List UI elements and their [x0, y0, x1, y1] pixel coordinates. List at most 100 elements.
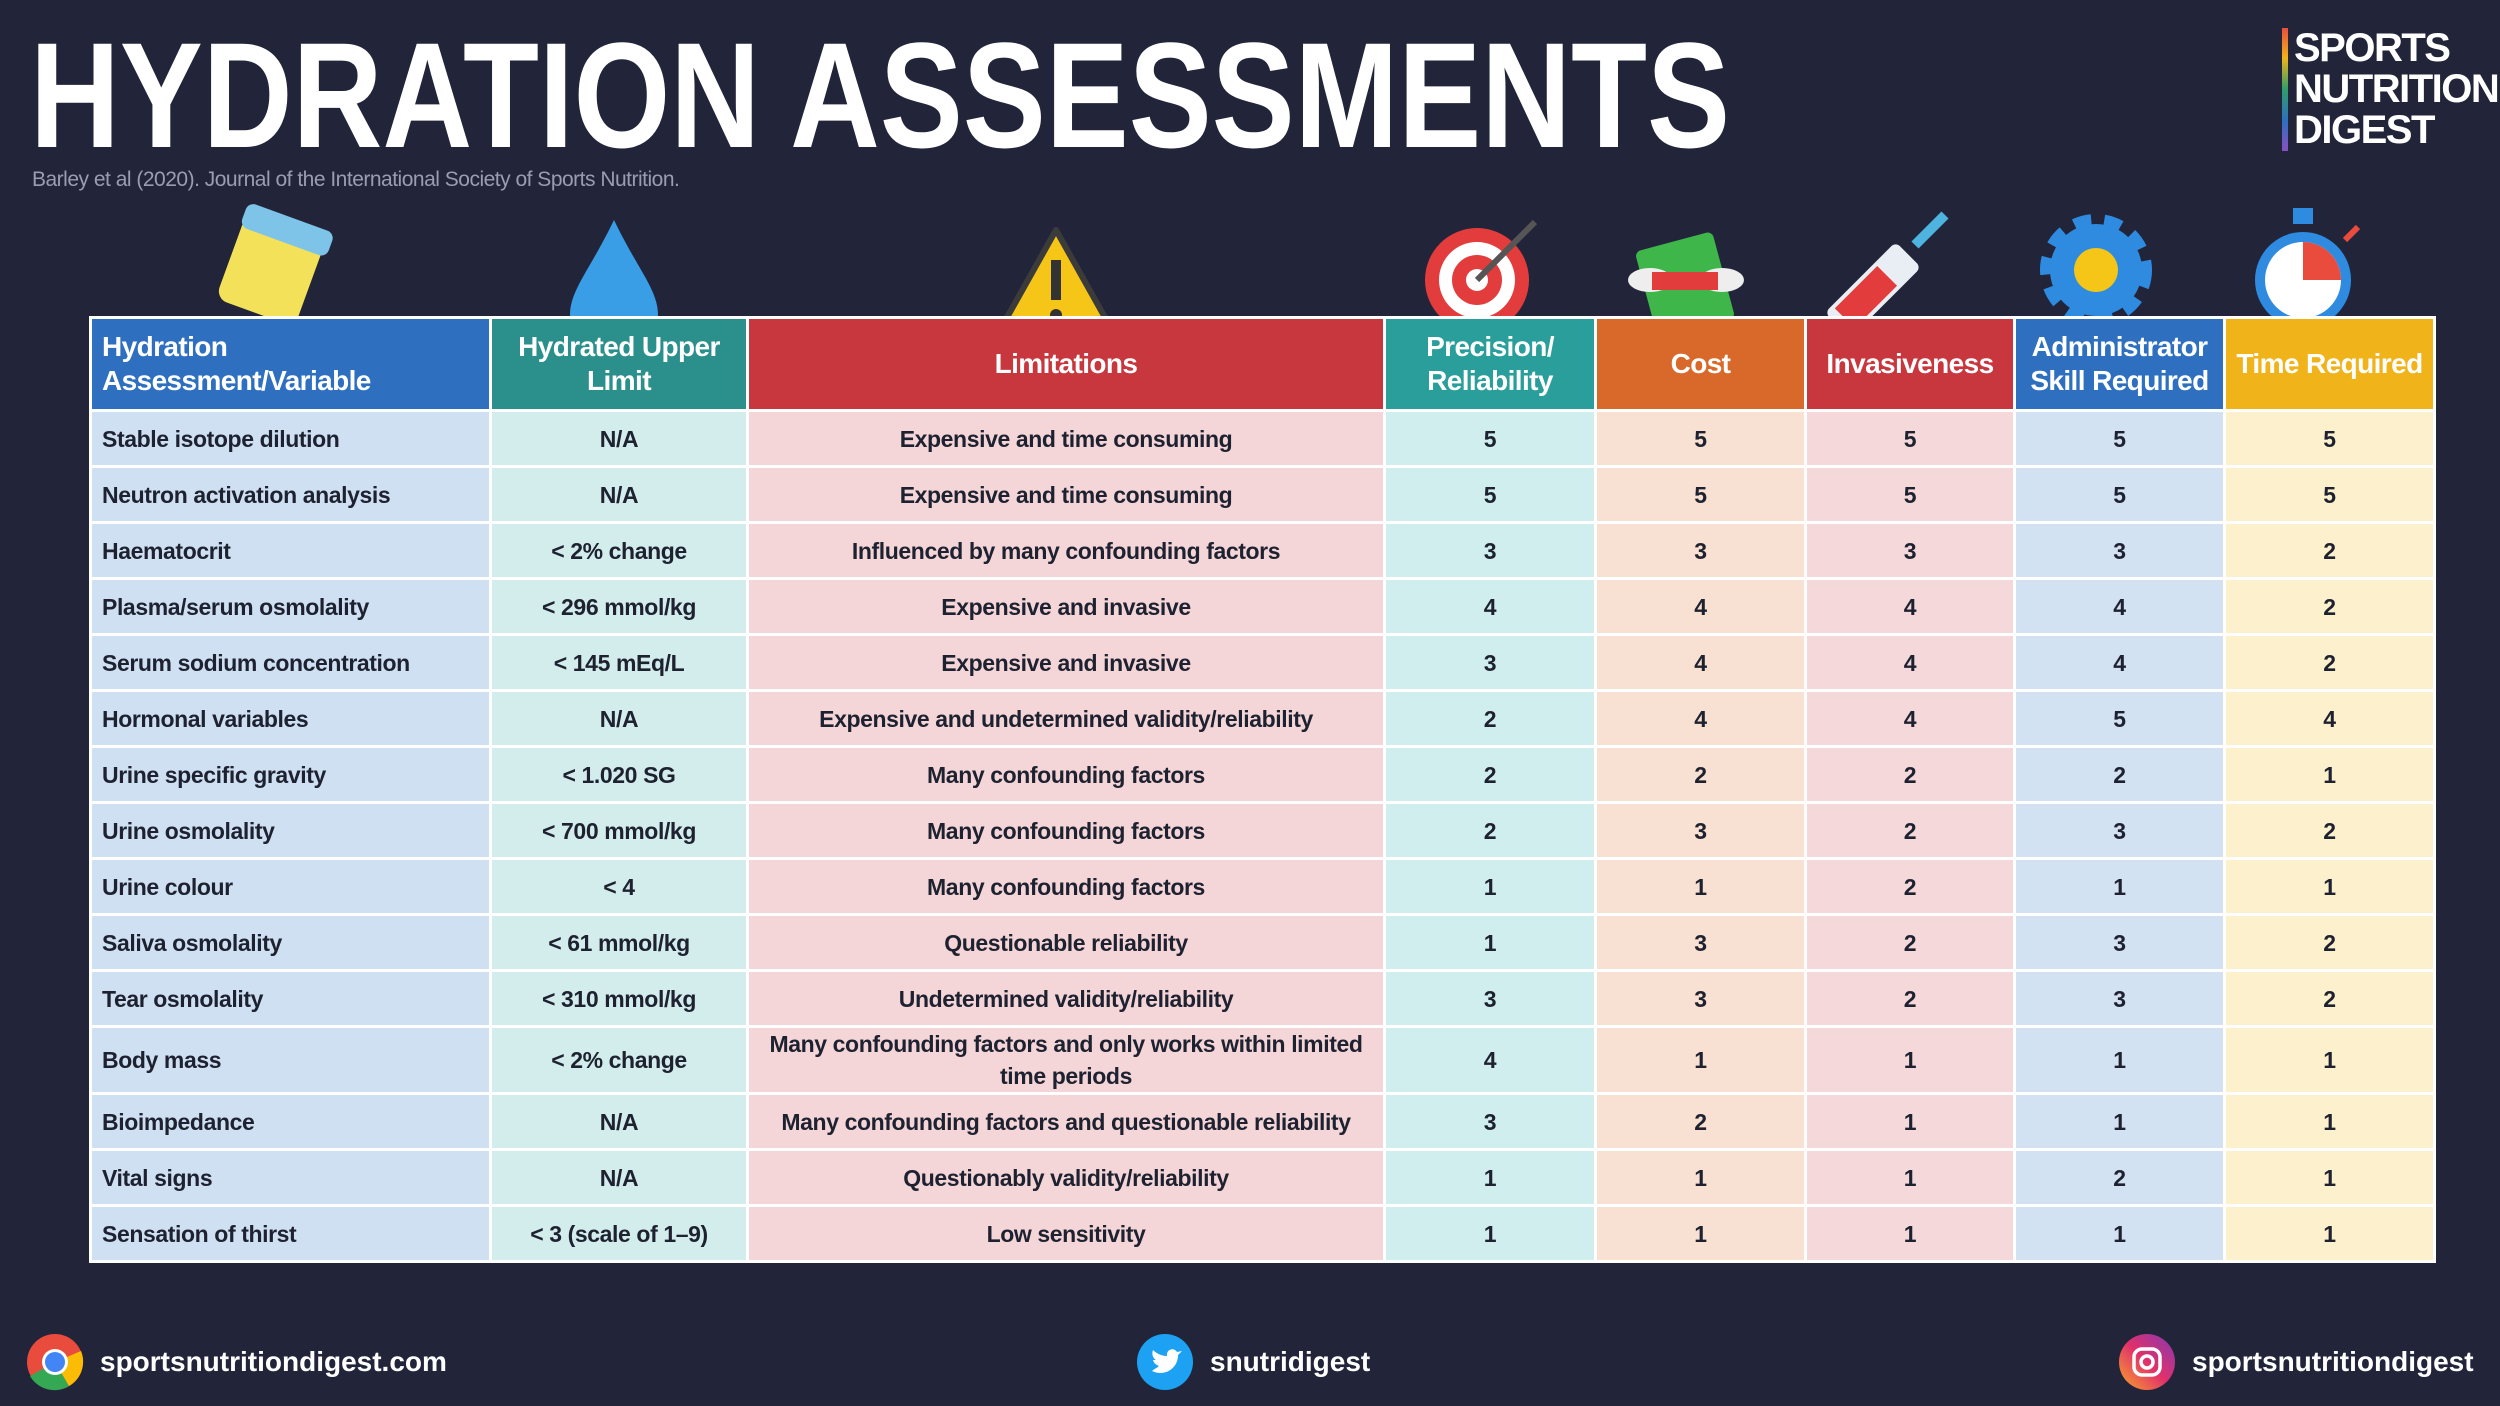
table-cell: 5	[2226, 412, 2433, 465]
warning-icon	[997, 227, 1115, 330]
table-cell: 4	[2016, 580, 2223, 633]
table-cell: 1	[2226, 1151, 2433, 1204]
table-cell: Expensive and time consuming	[749, 412, 1383, 465]
table-cell: 1	[2016, 1207, 2223, 1260]
twitter-handle: snutridigest	[1210, 1346, 1371, 1377]
footer-website: sportsnutritiondigest.com	[26, 1333, 447, 1391]
table-cell: 4	[1807, 580, 2013, 633]
table-cell: 1	[2226, 860, 2433, 913]
table-cell: 3	[1807, 524, 2013, 577]
drop-icon	[570, 220, 658, 330]
table-cell: Plasma/serum osmolality	[92, 580, 489, 633]
table-cell: 2	[2226, 804, 2433, 857]
table-cell: 2	[1807, 916, 2013, 969]
table-cell: 1	[1597, 1151, 1804, 1204]
table-cell: 1	[2226, 1207, 2433, 1260]
table-cell: 3	[2016, 916, 2223, 969]
table-cell: 2	[1386, 748, 1594, 801]
column-header: Hydration Assessment/Variable	[92, 319, 489, 409]
table-row: Serum sodium concentration < 145 mEq/L Exp…	[92, 636, 2433, 689]
table-row: Urine specific gravity < 1.020 SG Many con…	[92, 748, 2433, 801]
table-cell: 4	[1597, 636, 1804, 689]
table-cell: 5	[2016, 468, 2223, 521]
table-cell: Vital signs	[92, 1151, 489, 1204]
header-row: Hydration Assessment/Variable Hydrated Up…	[92, 319, 2433, 409]
table-cell: 3	[1386, 972, 1594, 1025]
table-cell: 5	[1597, 412, 1804, 465]
table-cell: < 1.020 SG	[492, 748, 746, 801]
table-row: Tear osmolality < 310 mmol/kg Undetermined…	[92, 972, 2433, 1025]
column-header: Invasiveness	[1807, 319, 2013, 409]
table-cell: 4	[2226, 692, 2433, 745]
table-cell: 4	[1807, 636, 2013, 689]
table-cell: 5	[1386, 412, 1594, 465]
table-cell: 1	[1386, 1151, 1594, 1204]
column-header: Time Required	[2226, 319, 2433, 409]
table-cell: Urine colour	[92, 860, 489, 913]
footer-twitter: snutridigest	[1136, 1333, 1370, 1391]
stopwatch-icon	[2255, 208, 2361, 328]
column-header: Hydrated Upper Limit	[492, 319, 746, 409]
table-cell: < 310 mmol/kg	[492, 972, 746, 1025]
table-row: Sensation of thirst < 3 (scale of 1–9) Low…	[92, 1207, 2433, 1260]
column-header: Limitations	[749, 319, 1383, 409]
table-cell: 5	[2016, 412, 2223, 465]
table-cell: 3	[1386, 1095, 1594, 1148]
title: HYDRATION ASSESSMENTS	[30, 22, 1730, 162]
table-cell: 5	[2226, 468, 2433, 521]
table-cell: Sensation of thirst	[92, 1207, 489, 1260]
table-cell: 3	[1597, 972, 1804, 1025]
table-cell: 5	[1597, 468, 1804, 521]
table-cell: 4	[2016, 636, 2223, 689]
table-cell: 2	[1597, 748, 1804, 801]
table-cell: Urine osmolality	[92, 804, 489, 857]
table-row: Bioimpedance N/A Many confounding factors …	[92, 1095, 2433, 1148]
table-cell: Expensive and invasive	[749, 636, 1383, 689]
column-header: Administrator Skill Required	[2016, 319, 2223, 409]
table-cell: Serum sodium concentration	[92, 636, 489, 689]
table-cell: Many confounding factors	[749, 748, 1383, 801]
table-cell: 1	[1807, 1207, 2013, 1260]
table-row: Urine colour < 4 Many confounding factors 1…	[92, 860, 2433, 913]
table-cell: 3	[1597, 524, 1804, 577]
table-cell: 1	[1597, 1207, 1804, 1260]
table-cell: 5	[1807, 412, 2013, 465]
table-cell: 4	[1597, 692, 1804, 745]
table-cell: 2	[2226, 972, 2433, 1025]
instagram-handle: sportsnutritiondigest	[2192, 1346, 2474, 1377]
table-cell: Neutron activation analysis	[92, 468, 489, 521]
table-cell: 1	[2016, 860, 2223, 913]
table-row: Saliva osmolality < 61 mmol/kg Questionabl…	[92, 916, 2433, 969]
table-cell: 1	[2016, 1028, 2223, 1092]
table-cell: 3	[1597, 804, 1804, 857]
table-cell: < 2% change	[492, 524, 746, 577]
table-row: Body mass < 2% change Many confounding fac…	[92, 1028, 2433, 1092]
table-cell: 1	[1386, 1207, 1594, 1260]
table-cell: 4	[1807, 692, 2013, 745]
twitter-icon	[1137, 1334, 1193, 1390]
table-body: Stable isotope dilution N/A Expensive and …	[92, 412, 2433, 1260]
table-cell: Influenced by many confounding factors	[749, 524, 1383, 577]
column-header: Precision/ Reliability	[1386, 319, 1594, 409]
table-cell: Saliva osmolality	[92, 916, 489, 969]
table-cell: 2	[1597, 1095, 1804, 1148]
table-cell: Expensive and invasive	[749, 580, 1383, 633]
table-cell: < 296 mmol/kg	[492, 580, 746, 633]
table-cell: 1	[1597, 1028, 1804, 1092]
header-icons	[218, 204, 2361, 330]
table-cell: N/A	[492, 692, 746, 745]
table-cell: 1	[1597, 860, 1804, 913]
table-cell: 2	[2226, 524, 2433, 577]
table-cell: 3	[2016, 524, 2223, 577]
cup-icon	[218, 204, 333, 324]
table-row: Haematocrit < 2% change Influenced by many…	[92, 524, 2433, 577]
table-cell: Body mass	[92, 1028, 489, 1092]
table-cell: Questionably validity/reliability	[749, 1151, 1383, 1204]
table-cell: 3	[1386, 524, 1594, 577]
table-cell: 1	[2226, 1095, 2433, 1148]
table-cell: 1	[1807, 1095, 2013, 1148]
table-cell: N/A	[492, 468, 746, 521]
table-cell: 1	[1807, 1151, 2013, 1204]
money-icon	[1628, 232, 1744, 330]
